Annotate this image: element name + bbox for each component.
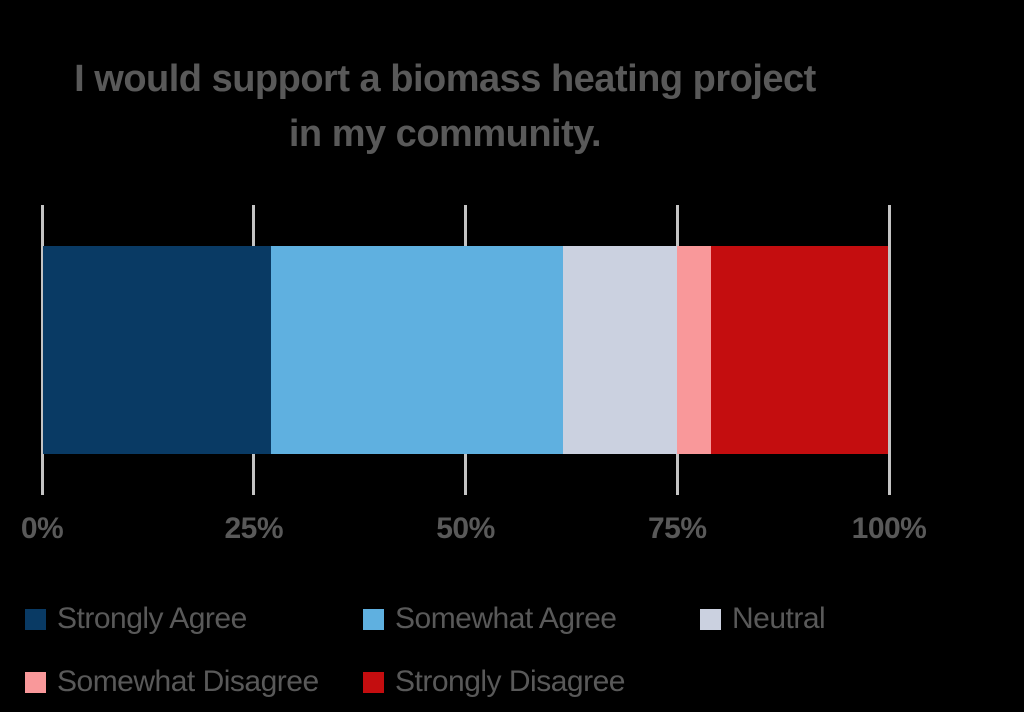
legend-swatch-strongly-agree (25, 608, 46, 630)
legend-item-strongly-disagree: Strongly Disagree (363, 667, 625, 697)
x-tick-label-50: 50% (436, 512, 495, 545)
bar-segment-somewhat-disagree (676, 246, 711, 454)
legend-label-somewhat-agree: Somewhat Agree (395, 602, 617, 635)
bar-segment-somewhat-agree (271, 246, 563, 454)
gridline-0 (40, 205, 44, 495)
legend-item-somewhat-agree: Somewhat Agree (363, 602, 617, 635)
legend-swatch-somewhat-agree (363, 608, 384, 630)
bar-segment-strongly-agree (43, 246, 272, 454)
chart-title: I would support a biomass heating projec… (0, 52, 890, 162)
legend-swatch-somewhat-disagree (25, 671, 46, 693)
x-tick-label-25: 25% (224, 512, 284, 545)
legend-row-2: Somewhat Disagree Strongly Disagree (0, 667, 1024, 697)
x-tick-label-0: 0% (20, 512, 64, 545)
x-tick-label-75: 75% (647, 512, 707, 545)
legend-item-neutral: Neutral (700, 602, 826, 635)
stacked-bar (43, 246, 888, 454)
chart-title-line-1: I would support a biomass heating projec… (74, 58, 816, 100)
x-tick-label-100: 100% (851, 512, 927, 545)
legend-item-strongly-agree: Strongly Agree (25, 604, 247, 634)
legend-label-strongly-agree: Strongly Agree (57, 602, 247, 635)
chart-title-line-2: in my community. (288, 113, 602, 155)
legend-label-somewhat-disagree: Somewhat Disagree (57, 665, 319, 698)
legend-label-neutral: Neutral (732, 602, 826, 635)
gridline-100 (887, 205, 891, 495)
legend-swatch-neutral (700, 608, 721, 630)
legend-label-strongly-disagree: Strongly Disagree (395, 665, 625, 698)
legend-row-1: Strongly Agree Somewhat Agree Neutral (0, 604, 1024, 634)
bar-segment-neutral (562, 246, 677, 454)
legend-item-somewhat-disagree: Somewhat Disagree (25, 667, 319, 697)
x-axis: 0% 25% 50% 75% 100% (21, 512, 927, 552)
legend-swatch-strongly-disagree (363, 671, 384, 693)
plot-area (40, 205, 891, 495)
bar-segment-strongly-disagree (710, 246, 888, 454)
